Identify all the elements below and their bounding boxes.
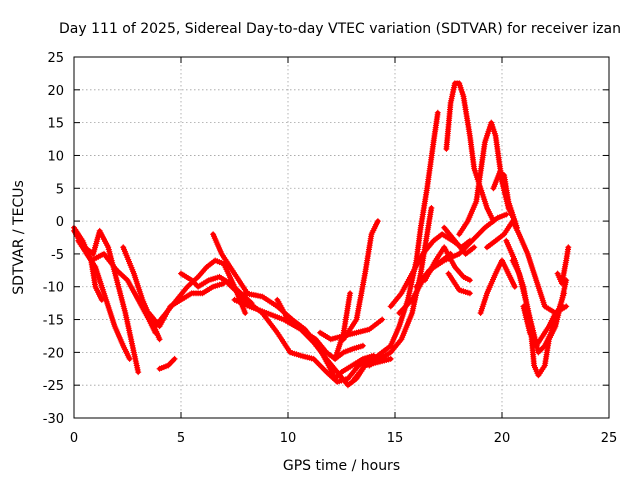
y-tick-label: -5	[51, 248, 64, 263]
x-tick-label: 20	[494, 431, 511, 446]
series-markers	[210, 231, 251, 297]
y-axis-label: SDTVAR / TECUs	[11, 180, 27, 295]
series-track	[444, 81, 496, 224]
series-track-8	[152, 257, 249, 330]
plot-frame	[73, 56, 610, 419]
series-track-30	[484, 218, 570, 316]
series-track-26	[443, 80, 497, 225]
series-track-25	[445, 270, 473, 297]
series-markers	[422, 244, 473, 284]
chart-title: Day 111 of 2025, Sidereal Day-to-day VTE…	[59, 21, 621, 37]
series-markers	[366, 205, 435, 369]
series-markers	[520, 303, 565, 349]
x-axis-label: GPS time / hours	[283, 458, 400, 474]
y-tick-label: 25	[47, 51, 64, 66]
x-tick-label: 25	[601, 431, 618, 446]
series-markers	[156, 355, 178, 372]
y-tick-label: -30	[43, 412, 64, 427]
series-markers	[554, 244, 572, 287]
series-track-10	[210, 231, 251, 297]
series-track-13	[225, 280, 373, 385]
series-markers	[484, 218, 570, 316]
series-track-17	[340, 218, 381, 343]
series-markers	[477, 257, 518, 316]
series-markers	[456, 119, 518, 238]
series-markers	[225, 280, 373, 385]
y-tick-label: -15	[43, 314, 64, 329]
series-track-24	[441, 224, 478, 257]
series-markers	[340, 218, 381, 343]
series-track-34	[554, 244, 572, 287]
x-tick-label: 0	[70, 431, 78, 446]
series-track-28	[477, 257, 518, 316]
series-markers	[441, 224, 478, 257]
y-tick-label: 10	[47, 149, 64, 164]
series-track-23	[422, 244, 473, 284]
series-track-33	[520, 303, 565, 349]
y-tick-label: 20	[47, 84, 64, 99]
y-tick-label: 5	[56, 182, 64, 197]
y-tick-label: 0	[56, 215, 64, 230]
y-tick-label: 15	[47, 117, 64, 132]
x-tick-label: 10	[280, 431, 297, 446]
series-markers	[120, 244, 163, 343]
grid-lines	[74, 57, 609, 418]
x-axis: 0 5 10 15 20 25	[70, 57, 617, 446]
y-tick-label: -10	[43, 281, 64, 296]
series-markers	[445, 270, 473, 297]
series-track-27	[456, 119, 518, 238]
y-axis: -30 -25 -20 -15 -10 -5 0 5 10 15 20 25	[43, 51, 609, 427]
y-tick-label: -20	[43, 346, 64, 361]
x-tick-label: 5	[177, 431, 185, 446]
data-series	[71, 80, 572, 389]
series-track-6	[156, 355, 178, 372]
y-tick-label: -25	[43, 379, 64, 394]
series-track-19	[366, 205, 435, 369]
x-tick-label: 15	[387, 431, 404, 446]
